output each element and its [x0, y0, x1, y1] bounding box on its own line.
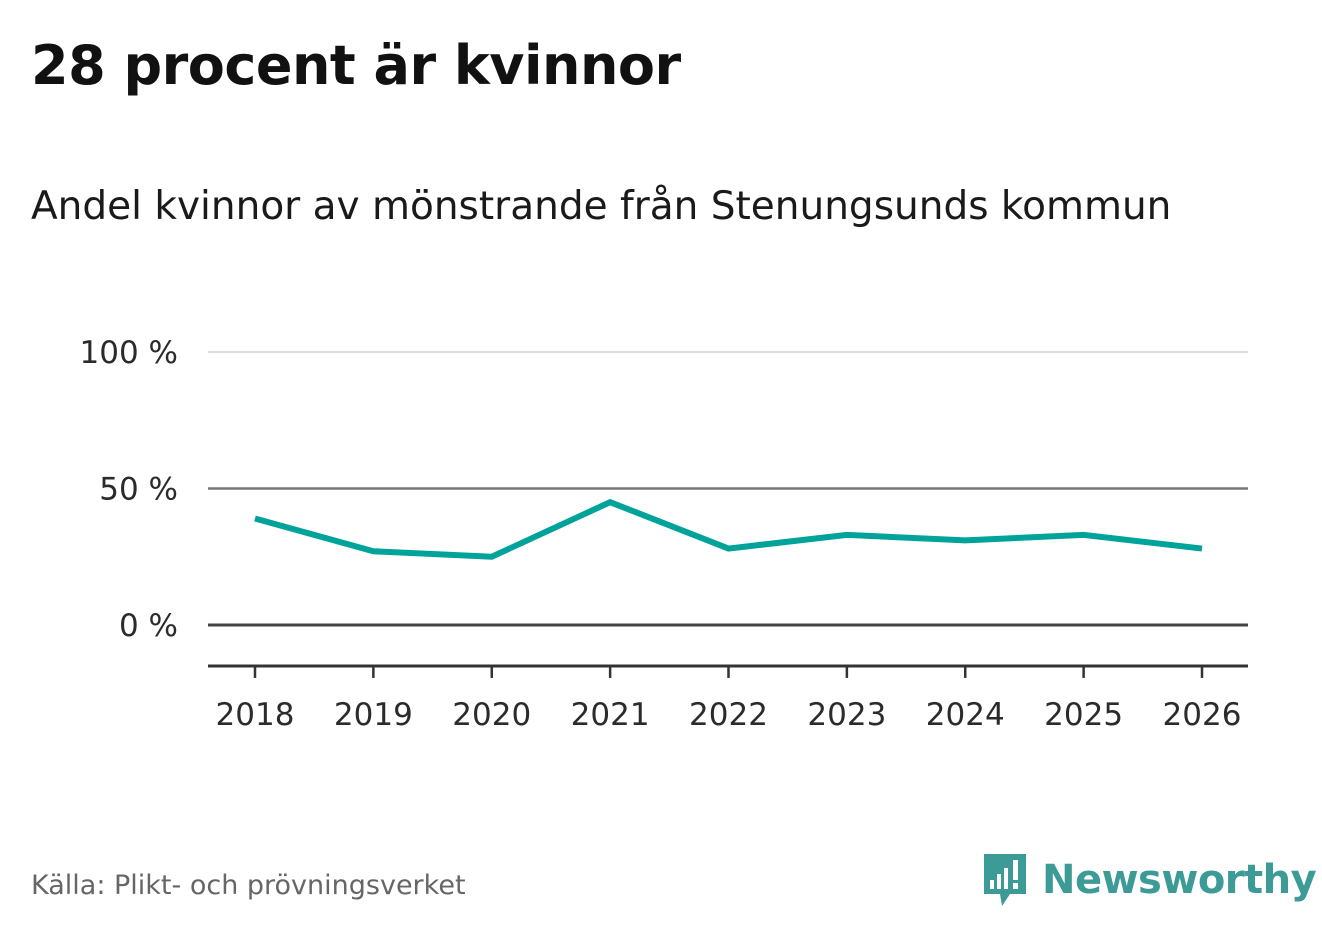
x-tick-label: 2018 — [216, 697, 295, 733]
x-tick-label: 2025 — [1044, 697, 1123, 733]
x-tick-label: 2026 — [1163, 697, 1242, 733]
x-tick-label: 2022 — [689, 697, 768, 733]
x-tick-label: 2019 — [334, 697, 413, 733]
grid-layer — [208, 351, 1248, 627]
x-tick-label: 2024 — [926, 697, 1005, 733]
y-tick-label: 100 % — [80, 335, 178, 371]
y-axis: 0 % 50 % 100 % — [80, 335, 178, 644]
newsworthy-logo-icon — [984, 854, 1026, 906]
x-axis: 2018 2019 2020 2021 2022 2023 2024 2025 2026 — [208, 664, 1248, 733]
x-tick-label: 2021 — [571, 697, 650, 733]
x-tick-label: 2023 — [807, 697, 886, 733]
chart-title: 28 procent är kvinnor — [31, 34, 681, 97]
brand-name: Newsworthy — [1042, 857, 1317, 903]
series-layer — [254, 498, 1203, 560]
x-tick-label: 2020 — [452, 697, 531, 733]
y-tick-label: 0 % — [119, 608, 178, 644]
chart-subtitle: Andel kvinnor av mönstrande från Stenung… — [31, 184, 1172, 229]
brand-logo: Newsworthy — [980, 848, 1317, 912]
source-note: Källa: Plikt- och prövningsverket — [31, 870, 466, 901]
y-tick-label: 50 % — [99, 472, 178, 508]
series-line-0 — [254, 498, 1203, 560]
